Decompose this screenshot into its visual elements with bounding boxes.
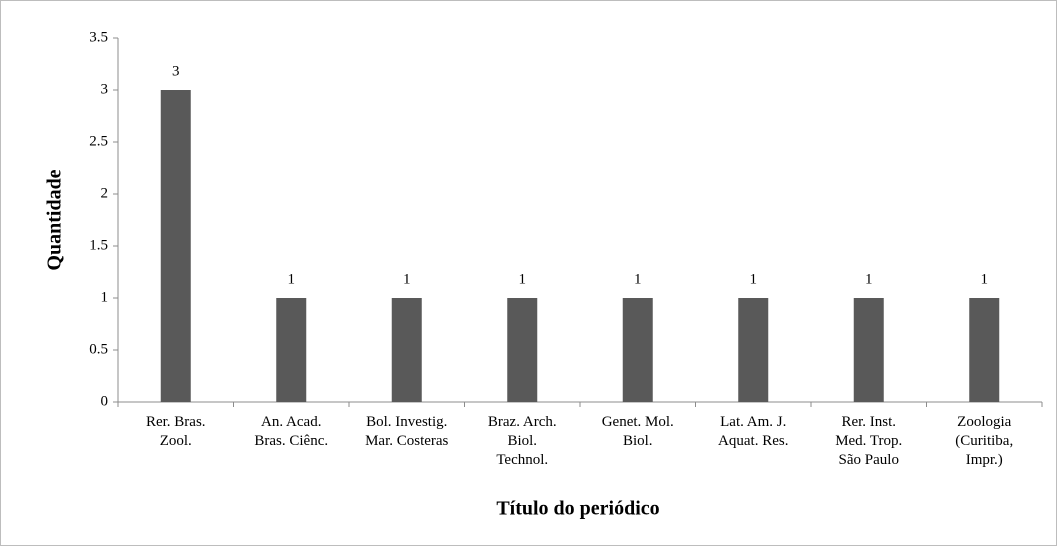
value-label: 1	[865, 271, 873, 287]
x-tick-label-line: Lat. Am. J.	[720, 414, 786, 430]
x-tick-label-line: Biol.	[623, 433, 653, 449]
x-tick-label: An. Acad. Bras. Ciênc.	[254, 414, 328, 449]
x-tick-label-line: Genet. Mol.	[602, 414, 674, 430]
bar	[160, 90, 191, 402]
y-tick-label: 0	[101, 393, 109, 409]
bar	[276, 298, 307, 402]
value-label: 3	[172, 63, 180, 79]
x-tick-label: Zoologia (Curitiba, Impr.)	[955, 414, 1013, 468]
y-tick-label: 3.5	[89, 29, 108, 45]
x-tick-label-line: Aquat. Res.	[718, 433, 788, 449]
bar	[622, 298, 653, 402]
value-label: 1	[288, 271, 296, 287]
bar	[391, 298, 422, 402]
x-axis-title: Título do periódico	[496, 498, 659, 520]
x-tick-label-line: (Curitiba,	[955, 433, 1013, 449]
x-tick-label-line: São Paulo	[839, 452, 899, 468]
x-tick-label-line: Rer. Inst.	[841, 414, 896, 430]
x-tick-label-line: Rer. Bras.	[146, 414, 206, 430]
y-tick-label: 2.5	[89, 133, 108, 149]
x-tick-label: Rer. Bras. Zool.	[146, 414, 206, 449]
y-tick-label: 2	[101, 185, 109, 201]
bar	[507, 298, 538, 402]
bar	[853, 298, 884, 402]
x-tick-label: Bol. Investig. Mar. Costeras	[365, 414, 448, 449]
x-tick-label-line: Mar. Costeras	[365, 433, 448, 449]
y-tick-label: 1	[101, 289, 109, 305]
x-tick-label-line: Med. Trop.	[835, 433, 902, 449]
value-label: 1	[403, 271, 411, 287]
value-label: 1	[634, 271, 642, 287]
x-tick-label-line: Impr.)	[966, 452, 1003, 468]
x-tick-label: Genet. Mol. Biol.	[602, 414, 674, 449]
y-tick-label: 0.5	[89, 341, 108, 357]
value-label: 1	[750, 271, 758, 287]
y-tick-label: 1.5	[89, 237, 108, 253]
x-tick-label-line: Technol.	[496, 452, 548, 468]
x-tick-label-line: Bras. Ciênc.	[254, 433, 328, 449]
x-tick-label-line: Bol. Investig.	[366, 414, 447, 430]
x-tick-label-line: An. Acad.	[261, 414, 321, 430]
x-tick-label: Braz. Arch. Biol. Technol.	[488, 414, 557, 468]
x-tick-label-line: Biol.	[507, 433, 537, 449]
x-tick-label-line: Braz. Arch.	[488, 414, 557, 430]
x-tick-label-line: Zoologia	[957, 414, 1011, 430]
bar	[969, 298, 1000, 402]
x-tick-label: Lat. Am. J. Aquat. Res.	[718, 414, 788, 449]
y-tick-label: 3	[101, 81, 109, 97]
y-axis-title: Quantidade	[44, 169, 66, 270]
value-label: 1	[981, 271, 989, 287]
x-tick-label-line: Zool.	[160, 433, 192, 449]
bar	[738, 298, 769, 402]
value-label: 1	[519, 271, 527, 287]
x-tick-label: Rer. Inst. Med. Trop. São Paulo	[835, 414, 902, 468]
